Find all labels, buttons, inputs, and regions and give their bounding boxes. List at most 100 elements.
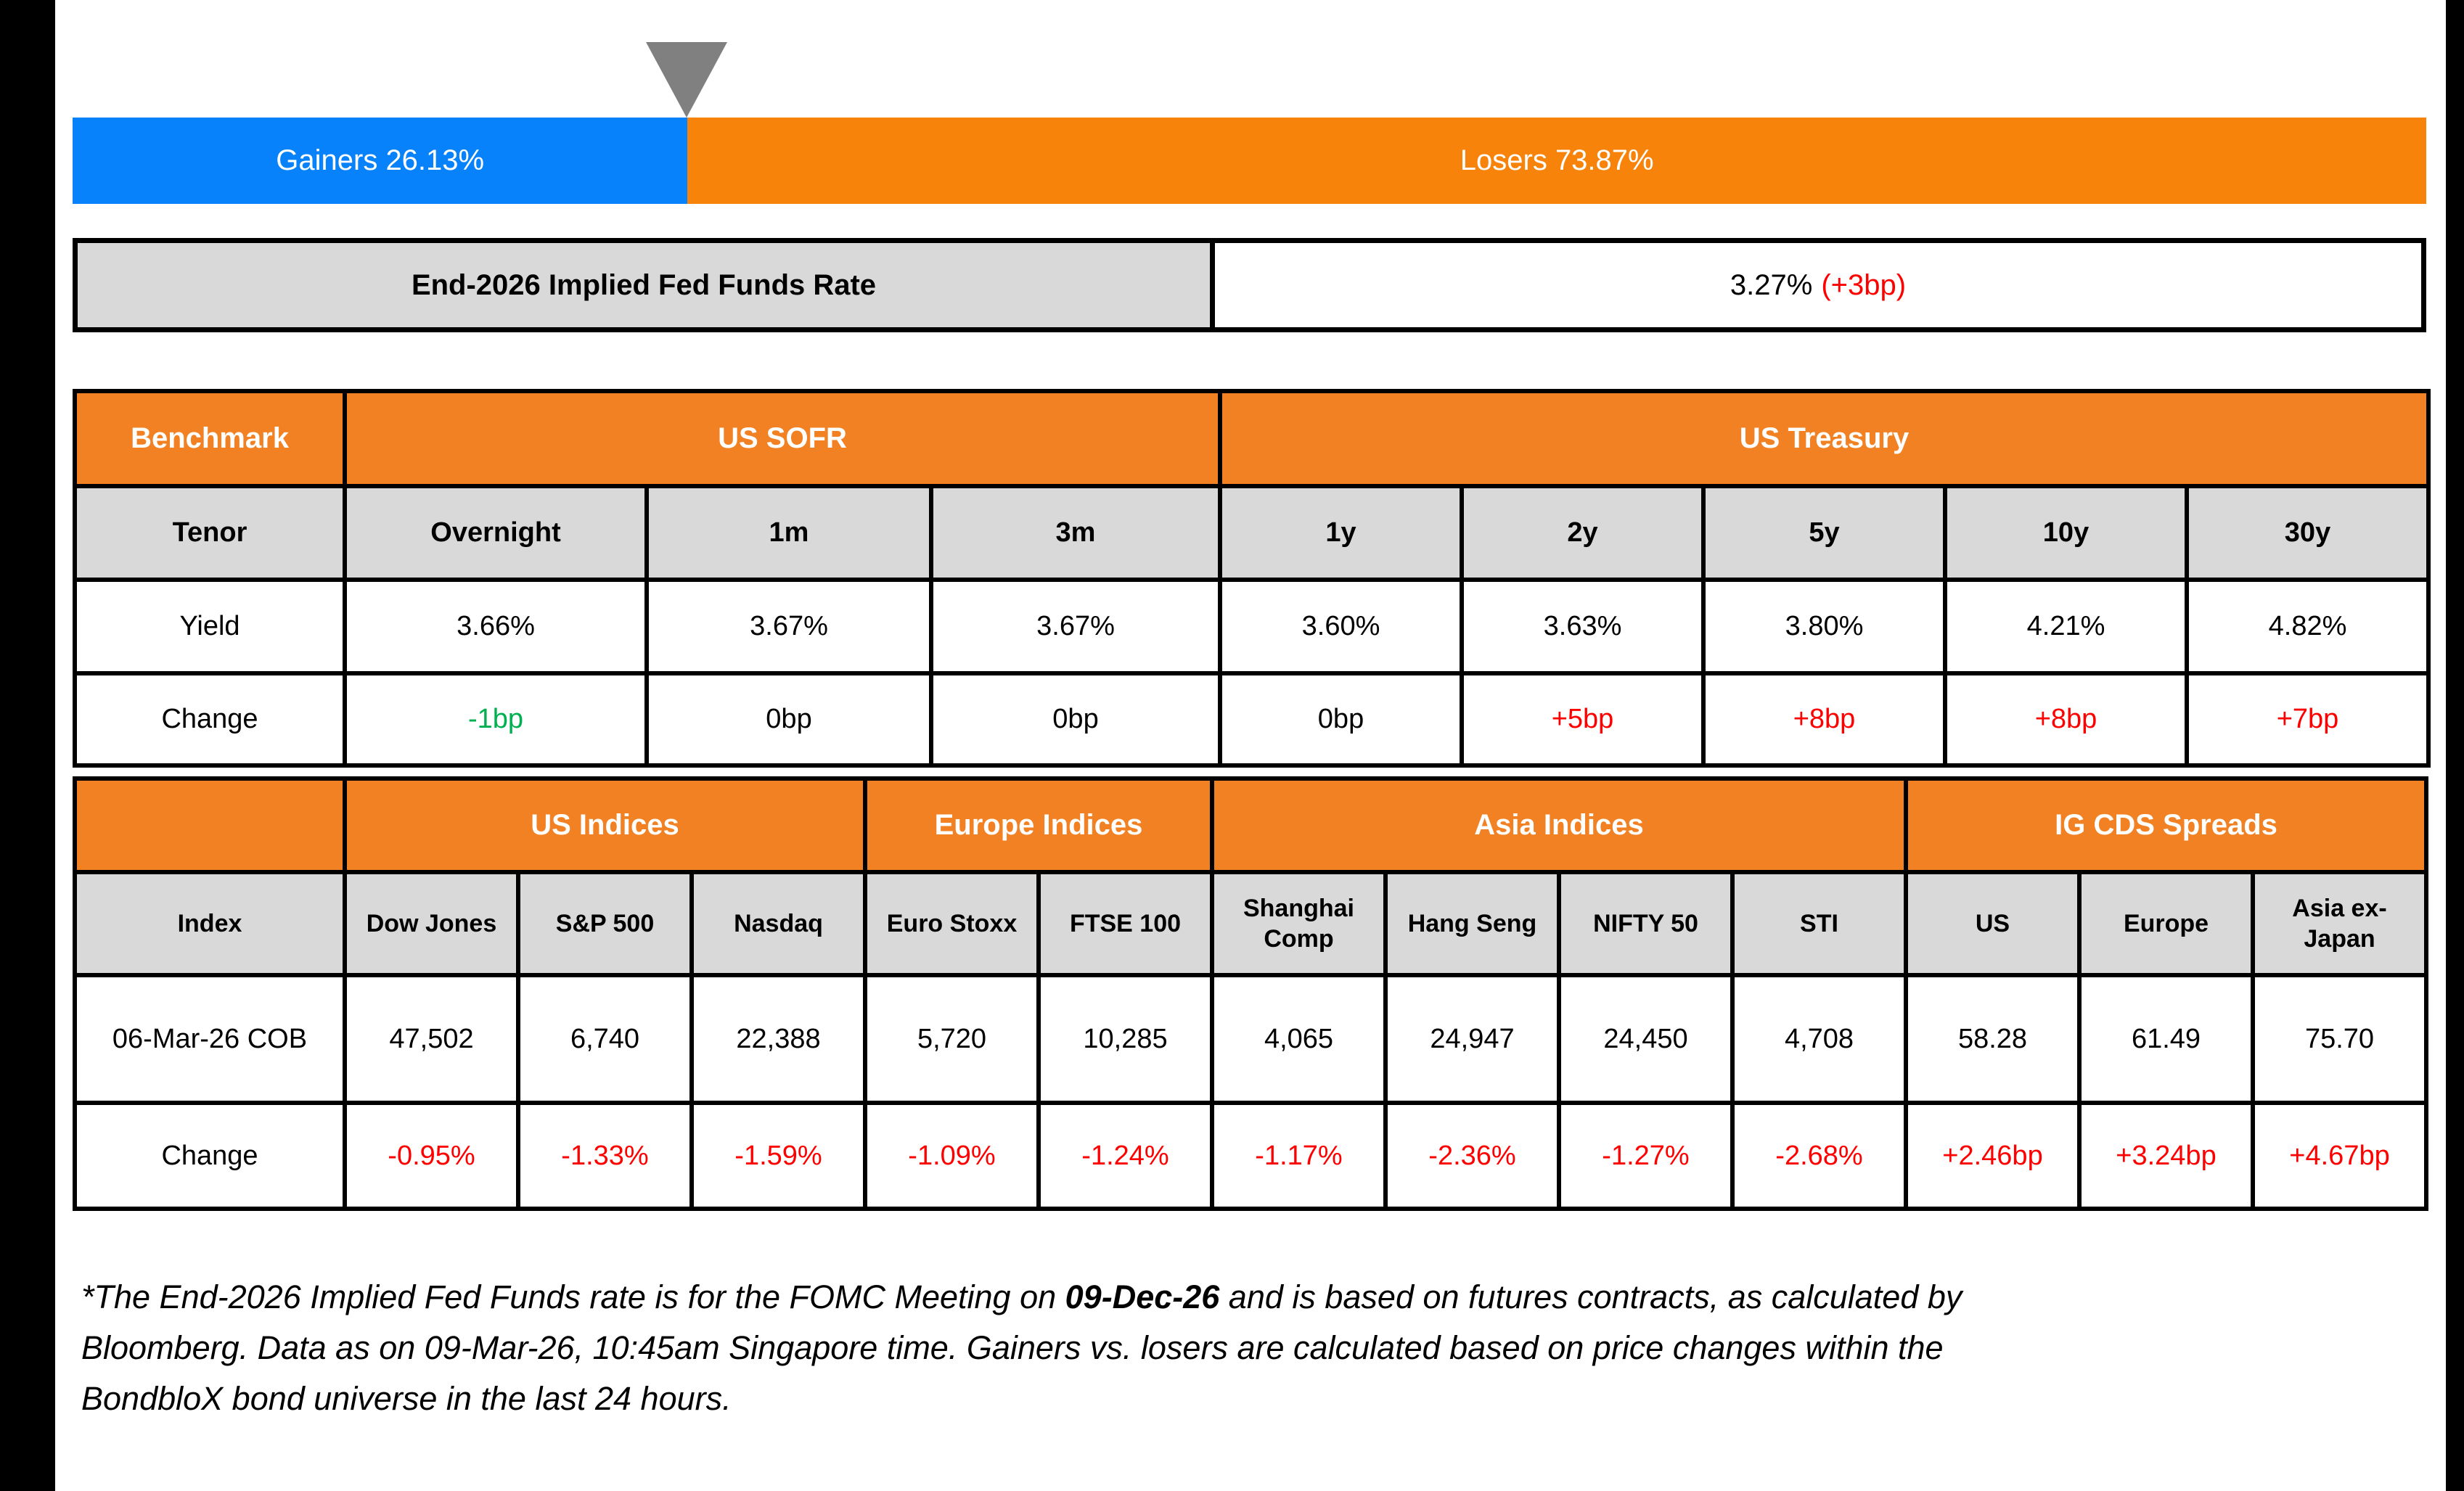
- index-name-cell-4: FTSE 100: [1036, 870, 1214, 977]
- benchmark-change-cell-2: 0bp: [929, 671, 1222, 768]
- footnote-line3: BondbloX bond universe in the last 24 ho…: [81, 1380, 732, 1417]
- yield-row-label: Yield: [73, 578, 347, 675]
- indices-change-row: Change -0.95% -1.33% -1.59% -1.09% -1.24% -1.1…: [73, 1101, 2429, 1211]
- indices-group-header-0: US Indices: [343, 776, 867, 874]
- benchmark-change-cell-4: +5bp: [1460, 671, 1706, 768]
- index-value-cell-9: 58.28: [1904, 973, 2082, 1105]
- benchmark-change-cell-6: +8bp: [1943, 671, 2189, 768]
- benchmark-header-row: Benchmark US SOFR US Treasury: [73, 389, 2431, 488]
- footnote-line1-pre: *The End-2026 Implied Fed Funds rate is …: [81, 1278, 1065, 1315]
- indices-change-cell-9: +2.46bp: [1904, 1101, 2082, 1211]
- yield-row: Yield 3.66% 3.67% 3.67% 3.60% 3.63% 3.80% 4.21%…: [73, 578, 2431, 675]
- indices-group-header-3: IG CDS Spreads: [1903, 776, 2429, 874]
- right-edge-bar: [2446, 0, 2464, 1491]
- indices-change-cell-10: +3.24bp: [2077, 1101, 2255, 1211]
- indices-change-row-label: Change: [73, 1101, 347, 1211]
- indices-change-cell-7: -1.27%: [1557, 1101, 1735, 1211]
- fed-funds-value-cell: 3.27% (+3bp): [1215, 243, 2421, 327]
- index-name-cell-8: STI: [1730, 870, 1908, 977]
- losers-label: Losers 73.87%: [1460, 144, 1654, 176]
- footnote-fomc-date: 09-Dec-26: [1065, 1278, 1220, 1315]
- benchmark-group-header-0: US SOFR: [343, 389, 1222, 488]
- indices-change-cell-2: -1.59%: [689, 1101, 867, 1211]
- index-name-cell-11: Asia ex-Japan: [2250, 870, 2429, 977]
- indices-change-cell-5: -1.17%: [1210, 1101, 1388, 1211]
- gainers-label: Gainers 26.13%: [276, 144, 485, 176]
- losers-bar-segment: Losers 73.87%: [687, 118, 2426, 204]
- index-value-cell-2: 22,388: [689, 973, 867, 1105]
- footnote-line1-post: and is based on futures contracts, as ca…: [1219, 1278, 1962, 1315]
- index-value-cell-8: 4,708: [1730, 973, 1908, 1105]
- index-value-cell-10: 61.49: [2077, 973, 2255, 1105]
- benchmark-change-cell-1: 0bp: [644, 671, 933, 768]
- index-name-cell-0: Dow Jones: [343, 870, 520, 977]
- index-row-label: Index: [73, 870, 347, 977]
- yield-cell-5: 3.80%: [1701, 578, 1947, 675]
- index-name-cell-2: Nasdaq: [689, 870, 867, 977]
- indices-change-cell-1: -1.33%: [516, 1101, 694, 1211]
- benchmark-change-row: Change -1bp 0bp 0bp 0bp +5bp +8bp +8bp +7bp: [73, 671, 2431, 768]
- index-date-label: 06-Mar-26 COB: [73, 973, 347, 1105]
- index-value-cell-6: 24,947: [1383, 973, 1561, 1105]
- benchmark-change-cell-0: -1bp: [343, 671, 649, 768]
- footnote-line2: Bloomberg. Data as on 09-Mar-26, 10:45am…: [81, 1329, 1944, 1366]
- yield-cell-4: 3.63%: [1460, 578, 1706, 675]
- index-value-cell-7: 24,450: [1557, 973, 1735, 1105]
- indices-change-cell-3: -1.09%: [863, 1101, 1041, 1211]
- index-value-cell-11: 75.70: [2250, 973, 2429, 1105]
- index-name-cell-9: US: [1904, 870, 2082, 977]
- index-name-cell-6: Hang Seng: [1383, 870, 1561, 977]
- index-name-row: Index Dow Jones S&P 500 Nasdaq Euro Stoxx FTS…: [73, 870, 2429, 977]
- tenor-cell-7: 30y: [2184, 484, 2431, 582]
- index-value-cell-0: 47,502: [343, 973, 520, 1105]
- footnote: *The End-2026 Implied Fed Funds rate is …: [81, 1272, 2433, 1424]
- yield-cell-6: 4.21%: [1943, 578, 2189, 675]
- tenor-cell-3: 1y: [1218, 484, 1464, 582]
- tenor-row: Tenor Overnight 1m 3m 1y 2y 5y 10y 30y: [73, 484, 2431, 582]
- gainers-losers-bar: Gainers 26.13% Losers 73.87%: [73, 118, 2426, 204]
- yield-cell-3: 3.60%: [1218, 578, 1464, 675]
- indices-corner-cell: [73, 776, 347, 874]
- index-value-cell-1: 6,740: [516, 973, 694, 1105]
- benchmark-corner-cell: Benchmark: [73, 389, 347, 488]
- index-value-row: 06-Mar-26 COB 47,502 6,740 22,388 5,720 10,28…: [73, 973, 2429, 1105]
- yield-cell-1: 3.67%: [644, 578, 933, 675]
- left-edge-bar: [0, 0, 55, 1491]
- indices-change-cell-11: +4.67bp: [2250, 1101, 2429, 1211]
- fed-funds-value: 3.27%: [1730, 268, 1813, 301]
- indices-header-row: US Indices Europe Indices Asia Indices IG C…: [73, 776, 2429, 874]
- benchmark-change-row-label: Change: [73, 671, 347, 768]
- tenor-cell-0: Overnight: [343, 484, 649, 582]
- index-value-cell-4: 10,285: [1036, 973, 1214, 1105]
- tenor-cell-4: 2y: [1460, 484, 1706, 582]
- tenor-cell-5: 5y: [1701, 484, 1947, 582]
- index-name-cell-7: NIFTY 50: [1557, 870, 1735, 977]
- tenor-cell-6: 10y: [1943, 484, 2189, 582]
- index-value-cell-3: 5,720: [863, 973, 1041, 1105]
- indices-group-header-1: Europe Indices: [863, 776, 1214, 874]
- indices-change-cell-8: -2.68%: [1730, 1101, 1908, 1211]
- gainers-bar-segment: Gainers 26.13%: [73, 118, 688, 204]
- index-name-cell-10: Europe: [2077, 870, 2255, 977]
- index-value-cell-5: 4,065: [1210, 973, 1388, 1105]
- tenor-cell-2: 3m: [929, 484, 1222, 582]
- benchmark-group-header-1: US Treasury: [1217, 389, 2431, 488]
- indices-change-cell-6: -2.36%: [1383, 1101, 1561, 1211]
- fed-funds-change: (+3bp): [1821, 268, 1907, 301]
- index-name-cell-1: S&P 500: [516, 870, 694, 977]
- indices-change-cell-4: -1.24%: [1036, 1101, 1214, 1211]
- tenor-row-label: Tenor: [73, 484, 347, 582]
- indices-table: US Indices Europe Indices Asia Indices IG C…: [73, 776, 2429, 1211]
- yield-cell-0: 3.66%: [343, 578, 649, 675]
- index-name-cell-3: Euro Stoxx: [863, 870, 1041, 977]
- benchmark-table: Benchmark US SOFR US Treasury Tenor Overnigh…: [73, 389, 2431, 768]
- indices-group-header-2: Asia Indices: [1210, 776, 1908, 874]
- yield-cell-2: 3.67%: [929, 578, 1222, 675]
- tenor-cell-1: 1m: [644, 484, 933, 582]
- benchmark-change-cell-7: +7bp: [2184, 671, 2431, 768]
- yield-cell-7: 4.82%: [2184, 578, 2431, 675]
- benchmark-change-cell-3: 0bp: [1218, 671, 1464, 768]
- benchmark-change-cell-5: +8bp: [1701, 671, 1947, 768]
- index-name-cell-5: Shanghai Comp: [1210, 870, 1388, 977]
- fed-funds-label: End-2026 Implied Fed Funds Rate: [78, 243, 1215, 327]
